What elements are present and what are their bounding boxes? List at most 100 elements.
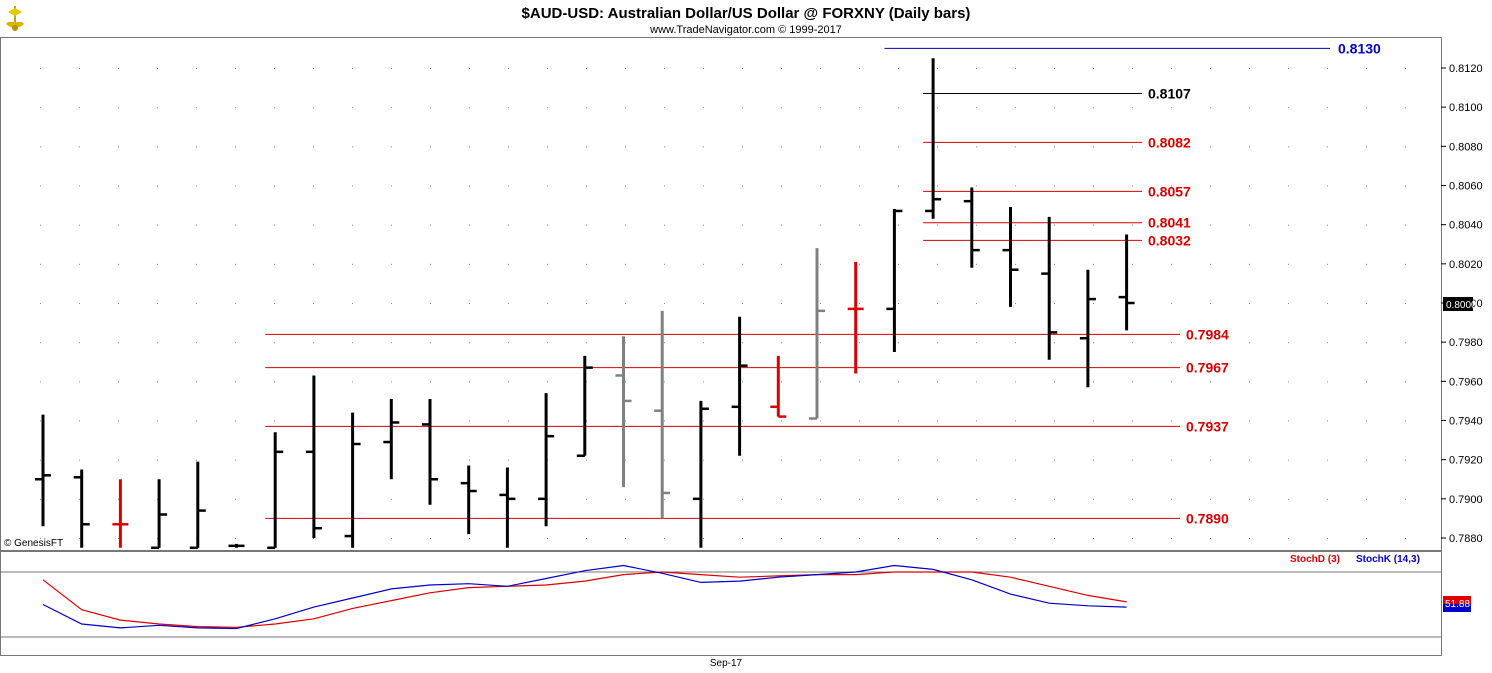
ohlc-bar bbox=[344, 412, 361, 548]
grid-dot bbox=[469, 185, 470, 187]
grid-dot bbox=[742, 420, 743, 422]
grid-dot bbox=[40, 263, 41, 265]
grid-dot bbox=[898, 68, 899, 69]
grid-dot bbox=[79, 498, 80, 500]
grid-dot bbox=[1054, 381, 1055, 383]
grid-dot bbox=[196, 420, 197, 422]
grid-dot bbox=[703, 185, 704, 187]
indicator-panel-frame bbox=[0, 551, 1442, 656]
grid-dot bbox=[1405, 538, 1406, 539]
grid-dot bbox=[118, 459, 119, 461]
grid-dot bbox=[1249, 538, 1250, 539]
grid-dot bbox=[781, 420, 782, 422]
grid-dot bbox=[586, 263, 587, 265]
grid-dot bbox=[1132, 498, 1133, 500]
x-axis-date-label: Sep-17 bbox=[710, 658, 743, 669]
grid-dot bbox=[469, 303, 470, 304]
grid-dot bbox=[1249, 146, 1250, 148]
grid-dot bbox=[703, 459, 704, 461]
grid-dot bbox=[859, 185, 860, 187]
grid-dot bbox=[625, 224, 626, 226]
grid-dot bbox=[781, 381, 782, 383]
grid-dot bbox=[664, 68, 665, 69]
grid-dot bbox=[976, 538, 977, 539]
price-level-label: 0.8041 bbox=[1148, 215, 1191, 231]
grid-dot bbox=[664, 107, 665, 109]
grid-dot bbox=[352, 68, 353, 69]
grid-dot bbox=[1288, 146, 1289, 148]
grid-dot bbox=[1054, 498, 1055, 500]
y-tick-label: 0.8100 bbox=[1449, 102, 1483, 114]
grid-dot bbox=[196, 263, 197, 265]
grid-dot bbox=[898, 420, 899, 422]
grid-dot bbox=[1210, 498, 1211, 500]
grid-dot bbox=[976, 263, 977, 265]
grid-dot bbox=[313, 303, 314, 304]
grid-dot bbox=[1093, 420, 1094, 422]
grid-dot bbox=[157, 68, 158, 69]
grid-dot bbox=[196, 224, 197, 226]
grid-dot bbox=[859, 146, 860, 148]
grid-dot bbox=[430, 146, 431, 148]
y-tick-label: 0.7900 bbox=[1449, 494, 1483, 506]
grid-dot bbox=[1366, 185, 1367, 187]
grid-dot bbox=[781, 263, 782, 265]
grid-dot bbox=[859, 498, 860, 500]
grid-dot bbox=[118, 420, 119, 422]
grid-dot bbox=[898, 107, 899, 109]
grid-dot bbox=[235, 263, 236, 265]
grid-dot bbox=[1288, 459, 1289, 461]
grid-dot bbox=[1327, 498, 1328, 500]
grid-dot bbox=[352, 146, 353, 148]
grid-dot bbox=[1327, 107, 1328, 109]
grid-dot bbox=[547, 263, 548, 265]
grid-dot bbox=[1405, 68, 1406, 69]
grid-dot bbox=[625, 498, 626, 500]
grid-dot bbox=[664, 538, 665, 539]
grid-dot bbox=[1015, 263, 1016, 265]
grid-dot bbox=[274, 107, 275, 109]
grid-dot bbox=[469, 263, 470, 265]
stoch-value-badge-top bbox=[1443, 596, 1471, 604]
grid-dot bbox=[157, 146, 158, 148]
grid-dot bbox=[781, 107, 782, 109]
grid-dot bbox=[859, 263, 860, 265]
grid-dot bbox=[547, 146, 548, 148]
grid-dot bbox=[820, 224, 821, 226]
grid-dot bbox=[508, 459, 509, 461]
ohlc-bar bbox=[963, 187, 980, 268]
grid-dot bbox=[79, 107, 80, 109]
grid-dot bbox=[937, 224, 938, 226]
grid-dot bbox=[898, 538, 899, 539]
ohlc-bar bbox=[692, 400, 709, 548]
grid-dot bbox=[79, 224, 80, 226]
grid-dot bbox=[1327, 381, 1328, 383]
grid-dot bbox=[1015, 420, 1016, 422]
grid-dot bbox=[742, 146, 743, 148]
grid-dot bbox=[157, 303, 158, 304]
grid-dot bbox=[508, 420, 509, 422]
grid-dot bbox=[352, 342, 353, 344]
grid-dot bbox=[508, 263, 509, 265]
grid-dot bbox=[1327, 185, 1328, 187]
grid-dot bbox=[1171, 381, 1172, 383]
grid-dot bbox=[1249, 303, 1250, 304]
grid-dot bbox=[469, 459, 470, 461]
grid-dot bbox=[391, 381, 392, 383]
grid-dot bbox=[625, 420, 626, 422]
grid-dot bbox=[313, 185, 314, 187]
grid-dot bbox=[586, 146, 587, 148]
grid-dot bbox=[1210, 538, 1211, 539]
grid-dot bbox=[391, 342, 392, 344]
grid-dot bbox=[196, 68, 197, 69]
grid-dot bbox=[1366, 342, 1367, 344]
last-price-badge bbox=[1443, 297, 1473, 311]
grid-dot bbox=[742, 185, 743, 187]
grid-dot bbox=[274, 224, 275, 226]
grid-dot bbox=[1288, 107, 1289, 109]
grid-dot bbox=[1327, 263, 1328, 265]
grid-dot bbox=[1210, 107, 1211, 109]
grid-dot bbox=[157, 224, 158, 226]
grid-dot bbox=[118, 498, 119, 500]
price-level-label: 0.8057 bbox=[1148, 183, 1191, 199]
